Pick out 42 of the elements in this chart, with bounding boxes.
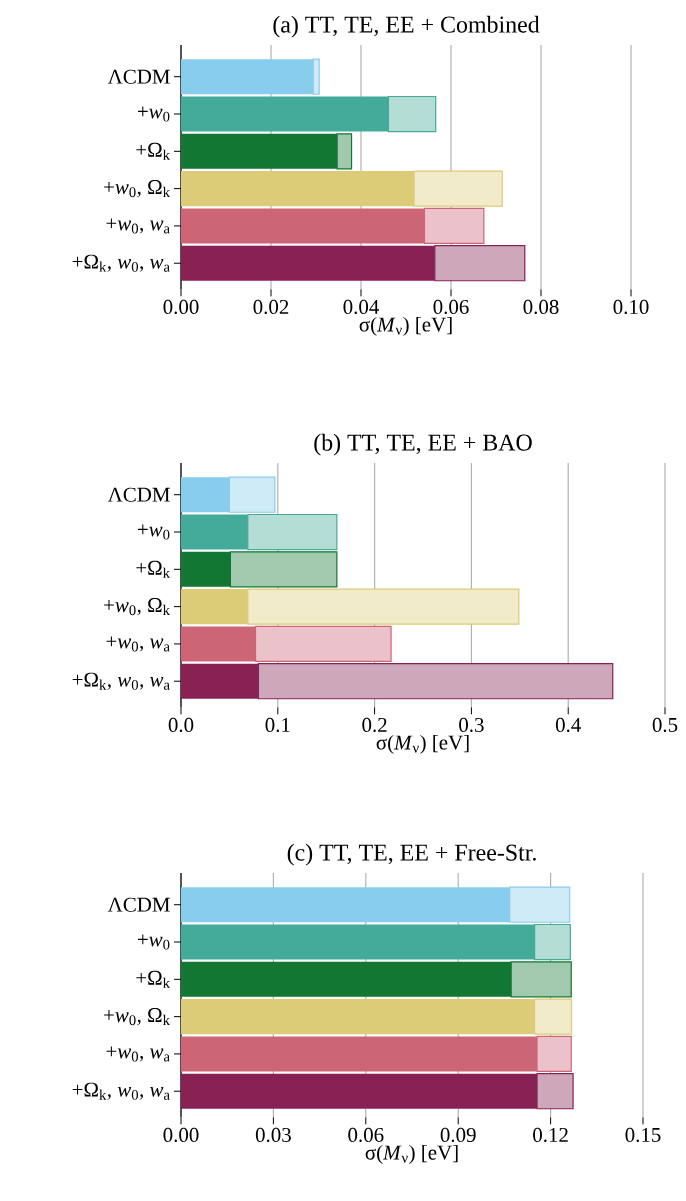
x-tick-label: 0.04 (343, 299, 379, 315)
x-tick-label: 0.0 (168, 717, 194, 733)
x-tick-label: 0.4 (555, 717, 581, 733)
y-tick-label: +Ω$_{k}$, w$_{0}$, w$_{a}$ (72, 254, 170, 272)
y-tick-label: +w$_{0}$, Ω$_{k}$ (104, 1008, 170, 1026)
y-tick-label: +w$_{0}$, w$_{a}$ (106, 1046, 170, 1062)
y-tick-label: +w$_{0}$ (137, 106, 170, 122)
y-tick-label: +w$_{0}$, Ω$_{k}$ (104, 598, 170, 616)
y-tick-label: +w$_{0}$, w$_{a}$ (106, 218, 170, 234)
y-tick-label: +Ω$_{k}$ (136, 560, 170, 578)
x-tick-label: 0.06 (433, 299, 469, 315)
x-tick-label: 0.2 (362, 717, 387, 733)
chart-title: (b) TT, TE, EE + BAO (314, 433, 532, 456)
y-tick-label: ΛCDM (107, 487, 170, 502)
y-tick-label: ΛCDM (107, 897, 170, 912)
x-tick-label: 0.08 (523, 299, 559, 315)
y-tick-label: ΛCDM (107, 69, 170, 84)
y-tick-label: +Ω$_{k}$, w$_{0}$, w$_{a}$ (72, 672, 170, 690)
x-axis-title: σ(M$_{ν}$) [eV] (359, 316, 452, 336)
x-tick-label: 0.06 (348, 1127, 384, 1143)
x-tick-label: 0.15 (625, 1127, 661, 1143)
x-tick-label: 0.00 (163, 1127, 199, 1143)
y-tick-label: +Ω$_{k}$ (136, 970, 170, 988)
x-tick-label: 0.12 (533, 1127, 568, 1143)
y-tick-label: +Ω$_{k}$, w$_{0}$, w$_{a}$ (72, 1082, 170, 1100)
y-tick-label: +w$_{0}$, Ω$_{k}$ (104, 180, 170, 198)
x-axis-title: σ(M$_{ν}$) [eV] (376, 734, 469, 754)
chart-title: (a) TT, TE, EE + Combined (273, 15, 540, 38)
chart-title: (c) TT, TE, EE + Free-Str. (287, 843, 536, 866)
x-tick-label: 0.10 (613, 299, 649, 315)
y-tick-label: +w$_{0}$, w$_{a}$ (106, 636, 170, 652)
x-tick-label: 0.09 (440, 1127, 476, 1143)
y-tick-label: +Ω$_{k}$ (136, 142, 170, 160)
x-axis-title: σ(M$_{ν}$) [eV] (365, 1144, 458, 1164)
x-tick-label: 0.02 (253, 299, 289, 315)
y-tick-label: +w$_{0}$ (137, 934, 170, 950)
x-tick-label: 0.3 (459, 717, 484, 733)
x-tick-label: 0.5 (652, 717, 678, 733)
y-tick-label: +w$_{0}$ (137, 524, 170, 540)
x-tick-label: 0.03 (255, 1127, 291, 1143)
x-tick-label: 0.1 (265, 717, 290, 733)
x-tick-label: 0.00 (163, 299, 199, 315)
